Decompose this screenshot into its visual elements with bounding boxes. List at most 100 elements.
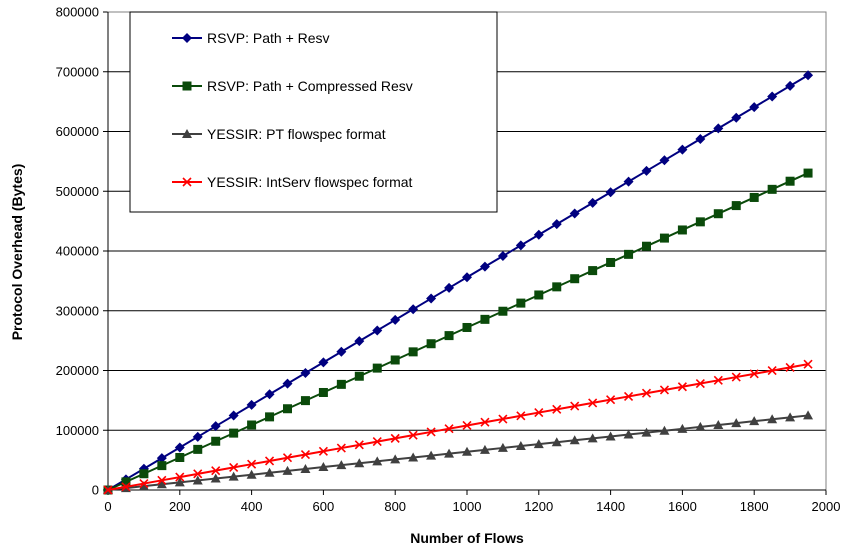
legend: RSVP: Path + Resv RSVP: Path + Compressed… — [129, 11, 498, 213]
data-point — [264, 389, 275, 400]
data-point — [300, 396, 310, 406]
data-point — [139, 469, 149, 479]
data-point — [803, 359, 813, 369]
x-tick-label: 2000 — [812, 499, 841, 514]
data-point — [193, 469, 203, 479]
data-point — [264, 456, 275, 466]
data-point — [390, 355, 400, 365]
data-point — [444, 282, 455, 293]
data-point — [767, 414, 778, 424]
data-point — [713, 123, 724, 134]
series-line — [107, 414, 809, 491]
legend-marker — [182, 177, 192, 187]
data-point — [318, 462, 329, 472]
data-point — [731, 418, 742, 428]
data-point — [785, 80, 796, 91]
x-tick-labels: 0 200 400 600 800 1000 1200 1400 1600 1800 2000 — [104, 499, 840, 514]
y-tick-labels: 0 100000 200000 300000 400000 500000 600000 700… — [56, 5, 99, 498]
x-tick-label: 600 — [313, 499, 335, 514]
legend-marker — [182, 81, 192, 91]
data-point — [569, 208, 580, 219]
data-point — [462, 272, 472, 283]
data-point — [569, 435, 580, 445]
data-point — [623, 391, 634, 401]
data-point — [408, 347, 418, 357]
data-point — [785, 176, 795, 186]
data-point — [372, 437, 382, 447]
data-point — [516, 411, 526, 421]
y-tick-label: 800000 — [56, 5, 99, 20]
data-point — [749, 192, 759, 202]
data-point — [282, 465, 293, 475]
data-point — [570, 274, 580, 284]
legend-item: YESSIR: IntServ flowspec format — [172, 174, 413, 190]
data-point — [767, 366, 777, 376]
data-point — [462, 446, 472, 456]
series-line — [107, 74, 809, 491]
data-point — [713, 419, 724, 429]
x-tick-label: 1400 — [596, 499, 625, 514]
data-point — [282, 378, 293, 389]
data-point — [803, 70, 814, 81]
data-point — [336, 443, 346, 453]
data-point — [497, 251, 508, 262]
data-point — [103, 485, 113, 495]
data-point — [731, 372, 741, 382]
data-point — [354, 336, 365, 347]
data-point — [462, 420, 472, 431]
data-point — [570, 401, 580, 411]
data-point — [390, 454, 401, 464]
data-point — [192, 475, 203, 485]
legend-label: YESSIR: IntServ flowspec format — [207, 174, 413, 190]
data-point — [695, 217, 705, 227]
data-point — [156, 479, 167, 489]
y-tick-label: 700000 — [56, 64, 99, 79]
data-point — [228, 471, 239, 481]
data-point — [659, 155, 670, 166]
data-point — [390, 314, 401, 325]
series-1 — [103, 70, 814, 495]
data-point — [605, 187, 616, 198]
data-point — [498, 306, 508, 316]
data-point — [121, 482, 131, 492]
data-point — [192, 431, 203, 442]
legend-marker — [182, 33, 192, 43]
data-point — [497, 442, 508, 452]
data-point — [695, 421, 706, 431]
data-point — [139, 478, 149, 489]
data-point — [318, 446, 328, 456]
data-point — [211, 466, 221, 476]
data-point — [552, 404, 562, 414]
data-point — [551, 219, 562, 230]
data-point — [211, 436, 221, 446]
data-point — [713, 375, 723, 385]
data-point — [659, 233, 669, 243]
data-point — [785, 412, 796, 422]
data-point — [623, 429, 634, 439]
data-point — [767, 184, 777, 194]
data-point — [479, 444, 490, 454]
data-point — [731, 112, 742, 123]
data-point — [265, 412, 275, 422]
data-point — [749, 102, 760, 113]
data-point — [318, 357, 329, 368]
data-point — [444, 424, 454, 434]
data-point — [174, 442, 185, 453]
data-point — [300, 463, 311, 473]
data-point — [677, 225, 687, 235]
data-point — [803, 410, 814, 420]
data-point — [516, 298, 526, 308]
data-point — [677, 144, 688, 155]
x-tick-label: 0 — [104, 499, 111, 514]
data-point — [175, 472, 185, 482]
data-point — [121, 477, 131, 487]
data-point — [588, 398, 598, 408]
x-tick-label: 1800 — [740, 499, 769, 514]
series-layer — [103, 70, 814, 495]
legend-marker — [182, 129, 192, 138]
data-point — [336, 460, 347, 470]
data-point — [174, 477, 185, 487]
data-point — [587, 197, 598, 208]
legend-label: RSVP: Path + Resv — [207, 30, 330, 46]
